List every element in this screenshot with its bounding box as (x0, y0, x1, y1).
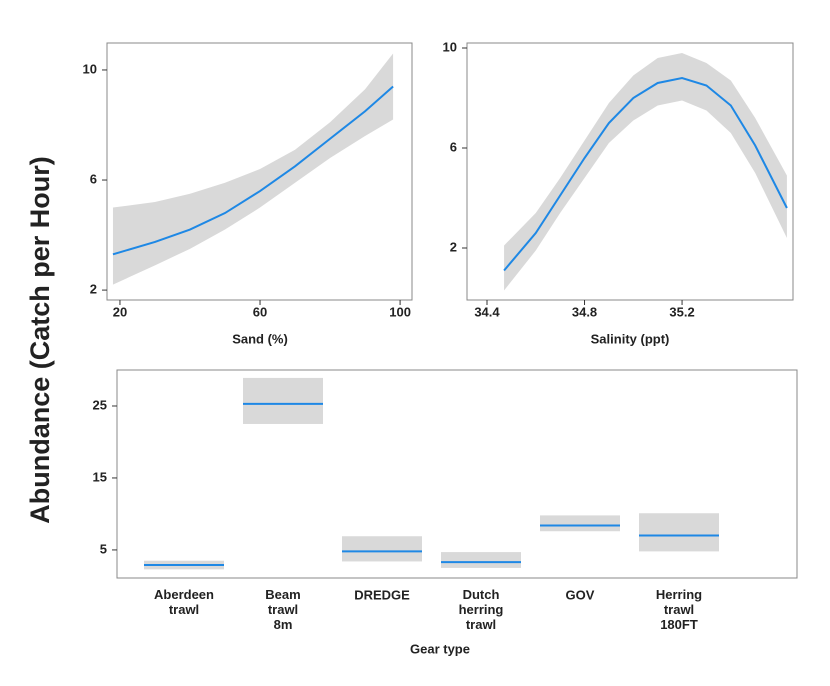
confidence-band (342, 536, 422, 562)
x-tick-label: 35.2 (669, 304, 694, 319)
confidence-band (540, 515, 620, 532)
plot-frame (466, 42, 794, 301)
y-tick-label: 6 (90, 171, 97, 186)
y-tick-label: 6 (450, 139, 457, 154)
confidence-band (243, 377, 323, 424)
fit-line (503, 76, 788, 272)
x-tick-label: Beam trawl 8m (265, 587, 300, 632)
y-tick-label: 25 (93, 397, 107, 412)
shared-y-label: Abundance (Catch per Hour) (25, 156, 55, 524)
x-tick-label: 100 (389, 304, 411, 319)
y-tick-label: 10 (83, 61, 97, 76)
y-tick-label: 2 (450, 239, 457, 254)
confidence-band (112, 53, 394, 285)
x-axis-title: Salinity (ppt) (591, 331, 670, 346)
x-tick-label: Dutch herring trawl (459, 587, 504, 632)
x-tick-label: 34.4 (474, 304, 500, 319)
plot-frame (116, 369, 798, 579)
x-tick-label: GOV (566, 587, 595, 602)
y-tick-label: 10 (443, 39, 457, 54)
y-tick-label: 5 (100, 541, 107, 556)
y-tick-label: 2 (90, 282, 97, 297)
x-tick-label: Herring trawl 180FT (656, 587, 702, 632)
x-tick-label: Aberdeen trawl (154, 587, 214, 617)
x-tick-label: 60 (253, 304, 267, 319)
plot-frame (106, 42, 413, 301)
fit-line (112, 85, 394, 256)
x-axis-title: Sand (%) (232, 331, 288, 346)
x-tick-label: 34.8 (572, 304, 597, 319)
y-tick-label: 15 (93, 469, 107, 484)
confidence-band (639, 513, 719, 552)
confidence-band (441, 552, 521, 568)
x-axis-title: Gear type (410, 641, 470, 656)
x-tick-label: DREDGE (354, 587, 410, 602)
confidence-band (504, 53, 787, 291)
x-tick-label: 20 (113, 304, 127, 319)
